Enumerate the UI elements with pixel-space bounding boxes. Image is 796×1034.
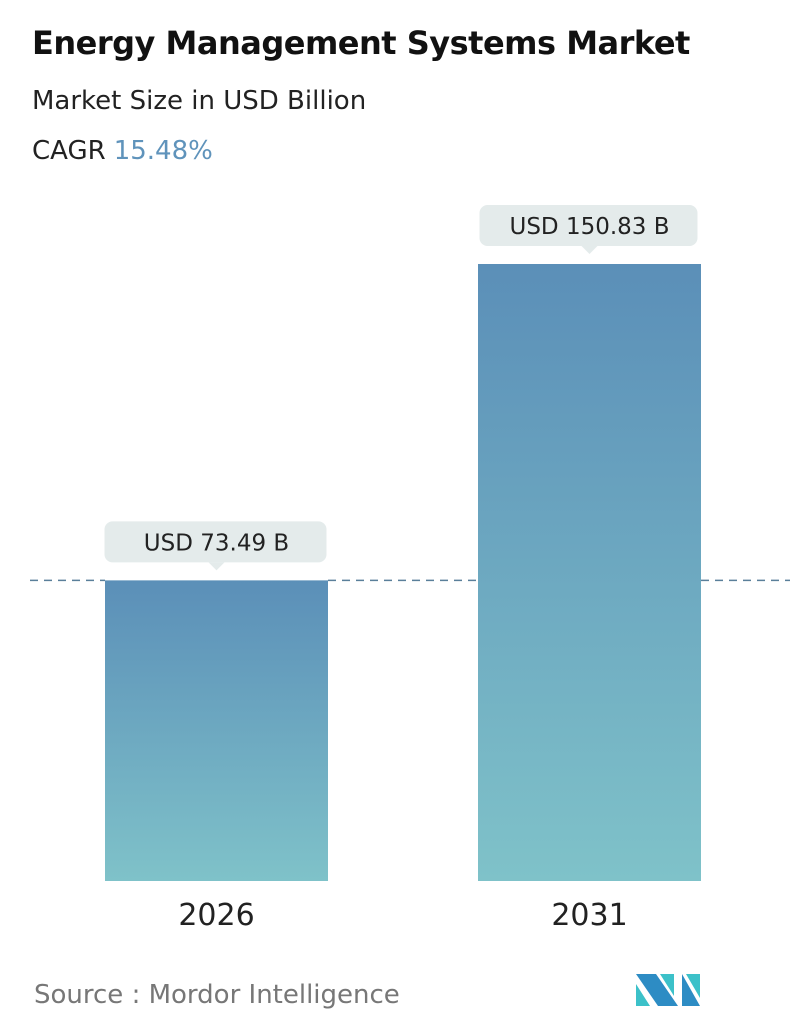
data-label-bubble xyxy=(479,205,698,246)
data-label-pointer xyxy=(581,246,598,254)
x-tick-label: 2026 xyxy=(178,898,254,933)
cagr: CAGR 15.48% xyxy=(32,136,213,166)
x-tick-label: 2031 xyxy=(551,898,627,933)
chart-subtitle: Market Size in USD Billion xyxy=(32,86,367,116)
bar-2026 xyxy=(105,580,328,881)
data-label: USD 73.49 B xyxy=(144,530,289,556)
data-label-bubble xyxy=(104,521,327,563)
mordor-logo xyxy=(636,974,700,1006)
chart-title: Energy Management Systems Market xyxy=(32,24,690,62)
source-text: Source : Mordor Intelligence xyxy=(34,980,400,1010)
data-label: USD 150.83 B xyxy=(509,214,669,240)
cagr-value: 15.48% xyxy=(113,136,213,166)
data-label-pointer xyxy=(208,562,225,571)
bar-2031 xyxy=(478,264,701,881)
cagr-label: CAGR xyxy=(32,136,106,166)
